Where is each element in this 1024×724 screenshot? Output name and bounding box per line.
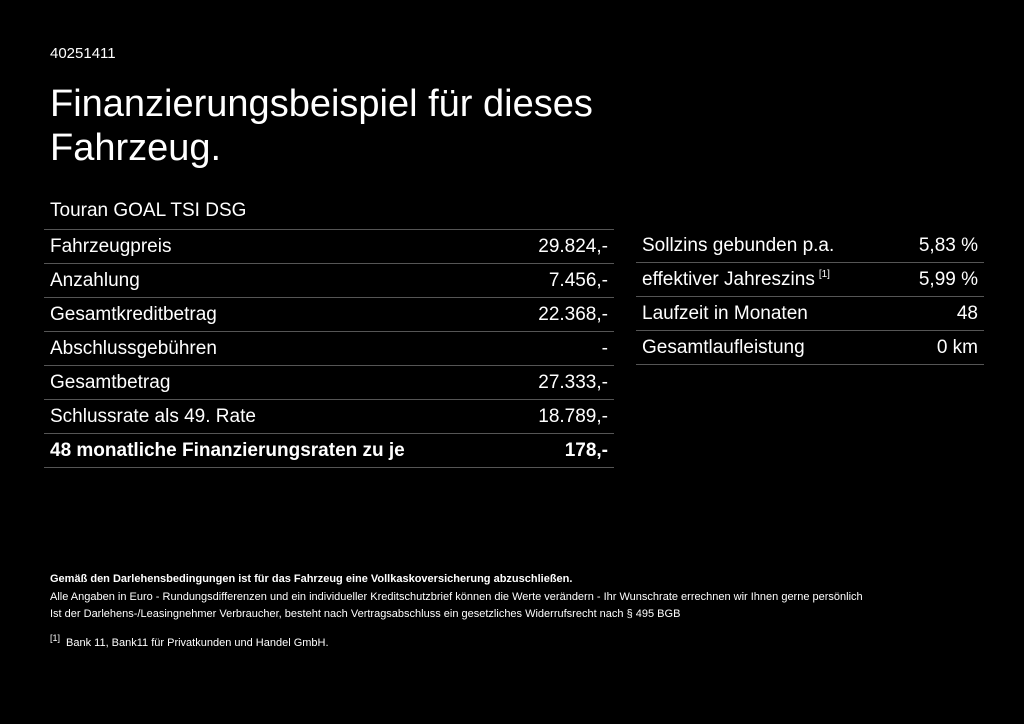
row-label: 48 monatliche Finanzierungsraten zu je [50, 440, 405, 462]
row-label: Gesamtkreditbetrag [50, 304, 217, 326]
row-value: - [601, 337, 608, 359]
row-label-text: Fahrzeugpreis [50, 235, 172, 257]
row-label-text: effektiver Jahreszins [642, 268, 815, 290]
footnote-text: Bank 11, Bank11 für Privatkunden und Han… [66, 636, 329, 649]
row-value: 48 [956, 302, 978, 324]
row-label-text: Gesamtkreditbetrag [50, 303, 217, 325]
note-line: Ist der Darlehens-/Leasingnehmer Verbrau… [50, 608, 681, 620]
footnote-ref: [1] [50, 632, 61, 643]
table-row: Anzahlung 7.456,- [44, 264, 614, 298]
row-label-text: Gesamtlaufleistung [642, 336, 805, 358]
row-label-text: Anzahlung [50, 269, 140, 291]
row-value: 178,- [564, 439, 608, 461]
row-value: 5,83 % [918, 234, 978, 256]
note-line: Alle Angaben in Euro - Rundungsdifferenz… [50, 590, 863, 603]
row-value: 22.368,- [538, 303, 608, 325]
table-row: Gesamtkreditbetrag 22.368,- [44, 298, 614, 332]
row-label-text: Schlussrate als 49. Rate [50, 405, 256, 427]
footnote-ref: [1] [818, 268, 830, 280]
row-value: 18.789,- [538, 405, 608, 427]
row-value: 7.456,- [548, 269, 608, 291]
row-label-text: Sollzins gebunden p.a. [642, 234, 835, 256]
row-label: effektiver Jahreszins [1] [642, 269, 830, 291]
row-label: Sollzins gebunden p.a. [642, 235, 834, 257]
table-row: Abschlussgebühren - [44, 332, 614, 366]
table-row: 48 monatliche Finanzierungsraten zu je 17… [44, 434, 614, 468]
row-label-text: 48 monatliche Finanzierungsraten zu je [50, 439, 405, 461]
row-label-text: Gesamtbetrag [50, 371, 171, 393]
row-label: Gesamtlaufleistung [642, 337, 805, 359]
note-bold: Gemäß den Darlehensbedingungen ist für d… [50, 573, 573, 585]
row-label: Laufzeit in Monaten [642, 303, 808, 325]
row-label: Fahrzeugpreis [50, 236, 171, 258]
table-row: effektiver Jahreszins [1] 5,99 % [636, 263, 984, 297]
table-row: Laufzeit in Monaten 48 [636, 297, 984, 331]
row-label: Anzahlung [50, 270, 140, 292]
row-value: 5,99 % [918, 268, 978, 290]
model-name: Touran GOAL TSI DSG [50, 200, 247, 221]
row-label: Schlussrate als 49. Rate [50, 406, 256, 428]
table-row: Schlussrate als 49. Rate 18.789,- [44, 400, 614, 434]
table-row: Fahrzeugpreis 29.824,- [44, 230, 614, 264]
row-label: Gesamtbetrag [50, 372, 170, 394]
row-value: 27.333,- [538, 371, 608, 393]
table-row: Gesamtlaufleistung 0 km [636, 331, 984, 365]
row-label-text: Laufzeit in Monaten [642, 302, 808, 324]
row-label: Abschlussgebühren [50, 338, 217, 360]
vehicle-id: 40251411 [50, 45, 116, 62]
table-row: Sollzins gebunden p.a. 5,83 % [636, 229, 984, 263]
terms-table: Sollzins gebunden p.a. 5,83 % effektiver J… [636, 229, 984, 365]
notes: Gemäß den Darlehensbedingungen ist für d… [50, 571, 863, 652]
row-value: 29.824,- [538, 235, 608, 257]
row-value: 0 km [936, 336, 978, 358]
title: Finanzierungsbeispiel für dieses Fahrzeu… [50, 83, 593, 169]
row-label-text: Abschlussgebühren [50, 337, 217, 359]
footnote: [1] Bank 11, Bank11 für Privatkunden und … [50, 630, 863, 653]
table-row: Gesamtbetrag 27.333,- [44, 366, 614, 400]
finance-table: Fahrzeugpreis 29.824,- Anzahlung 7.456,- Ges… [44, 229, 614, 468]
